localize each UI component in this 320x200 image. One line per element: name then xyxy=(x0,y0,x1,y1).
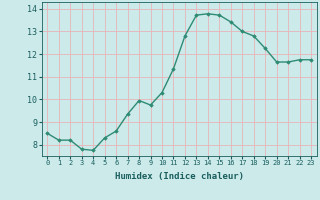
X-axis label: Humidex (Indice chaleur): Humidex (Indice chaleur) xyxy=(115,172,244,181)
